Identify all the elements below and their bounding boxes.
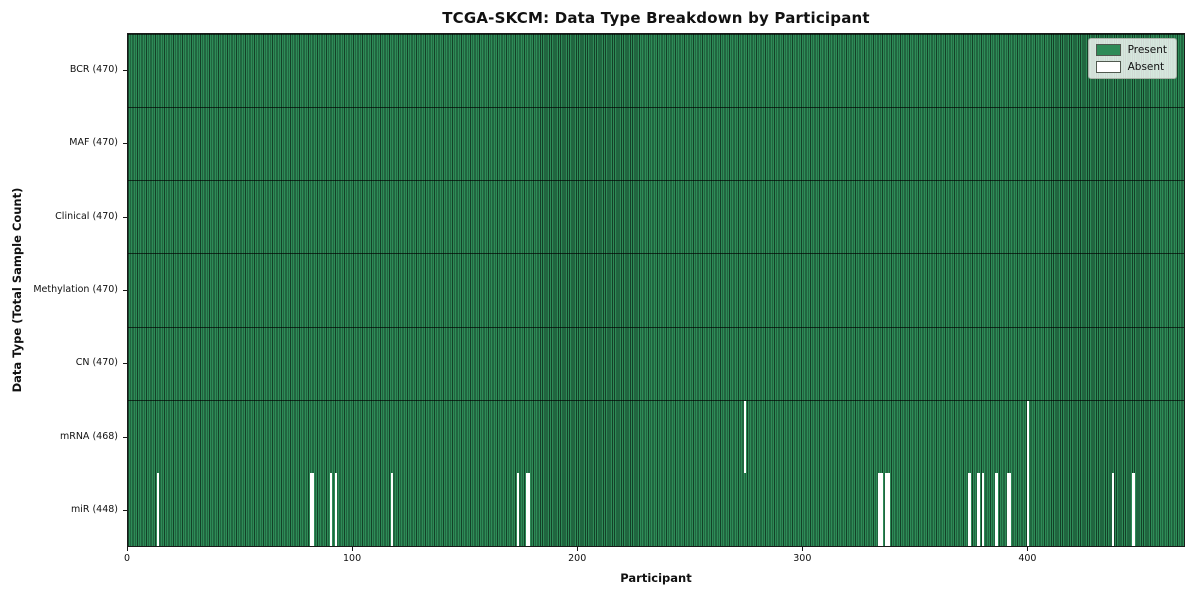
absent-gap [1006,472,1009,546]
legend-label: Absent [1127,61,1165,73]
absent-gap [1026,472,1029,546]
xtick-mark [1027,547,1029,551]
absent-gap [878,472,881,546]
absent-gap [1112,472,1115,546]
legend-entry-absent: Absent [1095,61,1167,73]
absent-gap [968,472,971,546]
absent-gap [309,472,313,546]
row-methylation [128,253,1184,327]
absent-gap [516,472,519,546]
row-maf [128,107,1184,181]
absent-gap [330,472,333,546]
ytick-label: miR (448) [70,504,118,516]
row-clinical [128,180,1184,254]
legend-entry-present: Present [1095,44,1167,56]
absent-gap [1008,472,1011,546]
xtick-label: 300 [793,553,812,564]
absent-gap [527,472,531,546]
absent-gap [390,472,394,546]
chart-title: TCGA-SKCM: Data Type Breakdown by Partic… [442,9,870,27]
row-bcr [128,34,1184,108]
ytick-mark [123,69,127,71]
ytick-mark [123,290,127,291]
xtick-label: 200 [568,553,587,564]
ytick-mark [123,363,127,365]
absent-gap [1132,472,1135,546]
absent-gap [995,472,998,546]
ytick-label: BCR (470) [69,63,118,75]
legend: Present Absent [1087,38,1177,79]
absent-gap [880,472,883,546]
absent-gap [525,472,528,546]
ytick-label: CN (470) [75,357,118,369]
xtick-mark [352,547,354,551]
row-mrna [128,399,1184,473]
xtick-mark [127,547,128,551]
ytick-label: Methylation (470) [33,284,118,295]
xtick-mark [577,547,579,551]
ytick-label: Clinical (470) [55,210,118,222]
x-axis-label: Participant [620,571,692,585]
absent-gap [981,472,985,546]
ytick-label: MAF (470) [69,137,118,149]
absent-gap [743,400,746,473]
legend-swatch-present [1095,44,1121,56]
absent-gap [887,472,890,546]
absent-gap [977,472,980,546]
row-cn [128,326,1184,400]
xtick-mark [802,547,804,551]
absent-gap [312,472,315,546]
absent-gap [157,472,160,546]
absent-gap [885,472,888,546]
xtick-label: 100 [343,553,362,564]
ytick-mark [123,510,127,512]
ytick-mark [123,143,127,145]
ytick-label: mRNA (468) [59,430,118,442]
ytick-mark [123,216,127,218]
legend-label: Present [1127,44,1167,56]
absent-gap [1026,400,1029,473]
xtick-label: 0 [123,553,131,564]
absent-gap [334,472,337,546]
xtick-label: 400 [1018,553,1037,564]
legend-swatch-absent [1095,61,1121,73]
ytick-mark [123,436,127,438]
row-mir [128,472,1184,546]
plot-area: Present Absent [127,33,1185,547]
